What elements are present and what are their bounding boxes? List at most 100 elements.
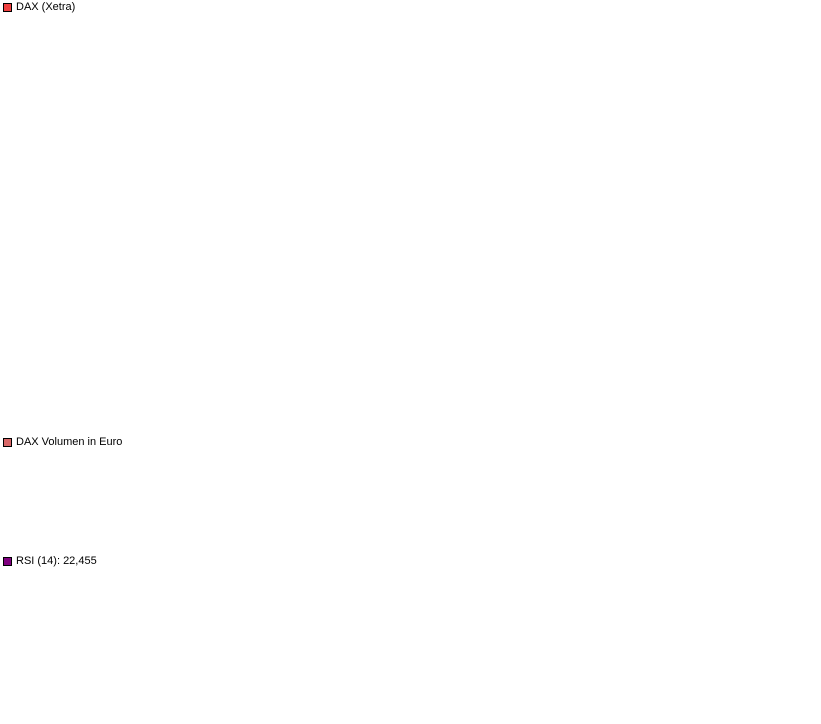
volume-bar <box>125 516 135 550</box>
tick-note: 1 Tick = 1 Tag <box>8 393 76 405</box>
price-tick-label: 9.600 <box>786 129 814 141</box>
candle-body <box>682 165 694 176</box>
volume-bar <box>149 519 159 550</box>
price-tick-label: 9.900 <box>786 39 814 51</box>
rsi-legend-label: RSI (14): 22,455 <box>16 555 97 567</box>
candle-body <box>306 234 318 244</box>
month-label: Sep <box>428 422 448 434</box>
date-tick-label: 13. <box>270 410 285 422</box>
candle-body <box>87 83 99 94</box>
candle-body <box>245 254 257 278</box>
volume-bar <box>4 526 13 550</box>
volume-tick-label: 4Mrd <box>783 500 808 512</box>
candle-body <box>512 100 524 110</box>
volume-bar <box>270 520 280 550</box>
candle-body <box>476 86 488 98</box>
volume-bar <box>477 515 487 550</box>
date-tick-label: 08. <box>743 410 758 422</box>
date-tick-label: 23. <box>622 410 637 422</box>
volume-bar <box>319 526 329 550</box>
candle-body <box>585 72 597 101</box>
date-tick-label: 05. <box>477 410 492 422</box>
candle-body <box>439 150 451 159</box>
candle-body <box>354 191 366 208</box>
volume-bar <box>307 525 317 550</box>
candle-body <box>112 80 124 118</box>
candle-body <box>488 80 500 85</box>
date-tick-label: 11. <box>525 410 539 422</box>
date-tick-label: 01. <box>173 410 188 422</box>
volume-bar <box>40 514 50 550</box>
price-tick-label: 8.900 <box>786 340 814 352</box>
price-tick-label: 9.000 <box>786 310 814 322</box>
price-tick-label: 9.700 <box>786 99 814 111</box>
volume-bar <box>295 506 305 550</box>
candle-body <box>427 162 439 167</box>
price-legend-label: DAX (Xetra) <box>16 1 76 13</box>
volume-bar <box>525 523 535 550</box>
candle-body <box>257 258 269 291</box>
rsi-frame <box>2 579 781 715</box>
volume-bar <box>380 523 390 550</box>
candle-body <box>160 136 172 188</box>
rsi-tick-label: 40 <box>783 655 795 667</box>
volume-bar <box>768 532 778 550</box>
candle-body <box>39 66 51 86</box>
volume-bar <box>246 516 256 550</box>
volume-bar <box>113 519 123 550</box>
volume-bar <box>282 520 292 550</box>
rsi-line <box>8 627 773 685</box>
volume-bar <box>198 515 208 550</box>
price-tick-label: 9.500 <box>786 159 814 171</box>
volume-bar <box>683 512 693 550</box>
candle-body <box>621 96 633 132</box>
candle-body <box>694 172 706 196</box>
candle-body <box>379 132 391 165</box>
candle-body <box>463 93 475 133</box>
volume-bar <box>574 521 584 550</box>
price-legend-swatch <box>3 2 12 12</box>
candle-body <box>184 241 196 264</box>
volume-tick-label: 0Mrd <box>783 545 808 557</box>
rsi-tick-label: 30 <box>783 669 795 681</box>
rsi-legend-swatch <box>3 556 12 566</box>
candle-body <box>524 91 536 104</box>
volume-bar <box>101 519 111 550</box>
candle-body <box>391 133 403 139</box>
volume-bar <box>428 532 438 550</box>
candle-body <box>633 111 645 131</box>
date-tick-label: 19. <box>319 410 334 422</box>
volume-bar <box>52 495 62 550</box>
price-tick-label: 9.100 <box>786 280 814 292</box>
candle-body <box>658 158 670 163</box>
volume-bar <box>501 525 511 550</box>
candle-body <box>15 81 27 96</box>
rsi-tick-label: 20 <box>783 682 795 694</box>
volume-bar <box>719 505 729 550</box>
volume-bar <box>586 511 596 550</box>
price-panel: 9.900 9.800 9.700 9.600 9.500 9.400 9.300 9.200… <box>2 13 814 434</box>
price-tick-label: 9.800 <box>786 69 814 81</box>
volume-tick-label: 8Mrd <box>783 456 808 468</box>
volume-bar <box>731 506 741 550</box>
candle-body <box>415 163 427 170</box>
volume-bar <box>440 528 450 550</box>
volume-tick-label: 2Mrd <box>783 523 808 535</box>
candle-body <box>536 98 548 116</box>
volume-bar <box>416 520 426 550</box>
volume-bar <box>28 521 38 550</box>
volume-bar <box>64 522 74 550</box>
price-frame <box>2 13 781 406</box>
rsi-tick-label: 70 <box>783 615 795 627</box>
candle-body <box>560 116 572 121</box>
volume-bar <box>355 522 365 550</box>
candle-body <box>730 259 742 285</box>
candle-body <box>75 90 87 107</box>
rsi-tick-label: 0 <box>783 709 789 721</box>
volume-bar <box>695 514 705 550</box>
candle-body <box>136 113 148 129</box>
candle-body <box>573 108 585 113</box>
candle-body <box>281 241 293 262</box>
date-tick-label: 17. <box>574 410 589 422</box>
